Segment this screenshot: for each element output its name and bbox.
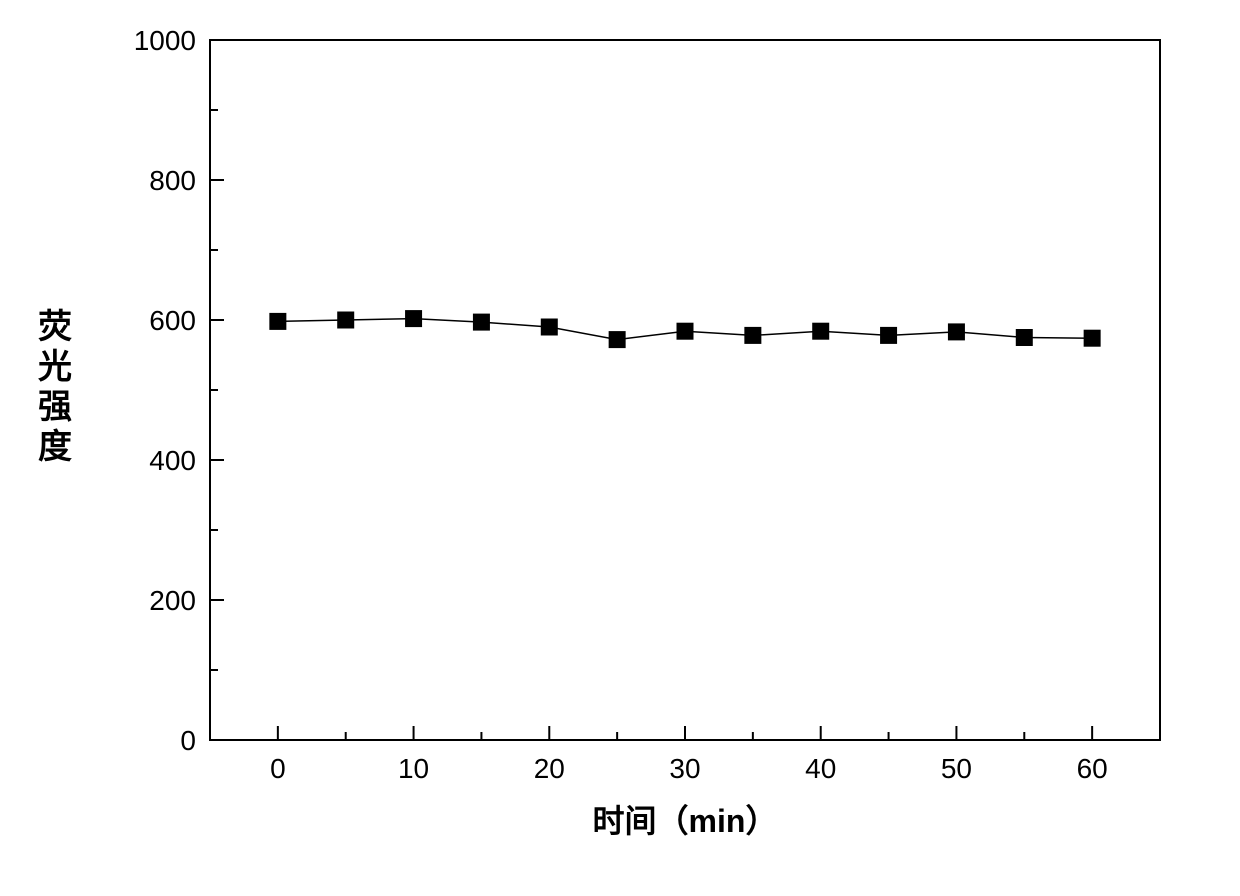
series-marker	[1084, 330, 1100, 346]
series-marker	[813, 323, 829, 339]
series-marker	[541, 319, 557, 335]
series-marker	[677, 323, 693, 339]
x-tick-label: 30	[669, 753, 700, 784]
plot-area	[210, 40, 1160, 740]
series-marker	[1016, 330, 1032, 346]
y-tick-label: 400	[149, 445, 196, 476]
series-marker	[406, 311, 422, 327]
y-tick-label: 0	[180, 725, 196, 756]
x-axis-label: 时间（min）	[593, 803, 778, 839]
x-tick-label: 50	[941, 753, 972, 784]
y-tick-label: 200	[149, 585, 196, 616]
y-axis-label: 荧光强度	[38, 308, 72, 466]
y-tick-label: 1000	[134, 25, 196, 56]
y-tick-label: 800	[149, 165, 196, 196]
x-tick-label: 40	[805, 753, 836, 784]
x-tick-label: 10	[398, 753, 429, 784]
x-tick-label: 20	[534, 753, 565, 784]
x-tick-label: 60	[1077, 753, 1108, 784]
series-marker	[338, 312, 354, 328]
x-tick-label: 0	[270, 753, 286, 784]
chart-container: 010203040506002004006008001000时间（min）荧光强…	[0, 0, 1240, 896]
y-tick-label: 600	[149, 305, 196, 336]
series-marker	[745, 327, 761, 343]
chart-svg: 010203040506002004006008001000时间（min）荧光强…	[0, 0, 1240, 896]
series-marker	[609, 332, 625, 348]
series-marker	[881, 327, 897, 343]
series-marker	[270, 313, 286, 329]
series-marker	[473, 314, 489, 330]
series-marker	[948, 324, 964, 340]
